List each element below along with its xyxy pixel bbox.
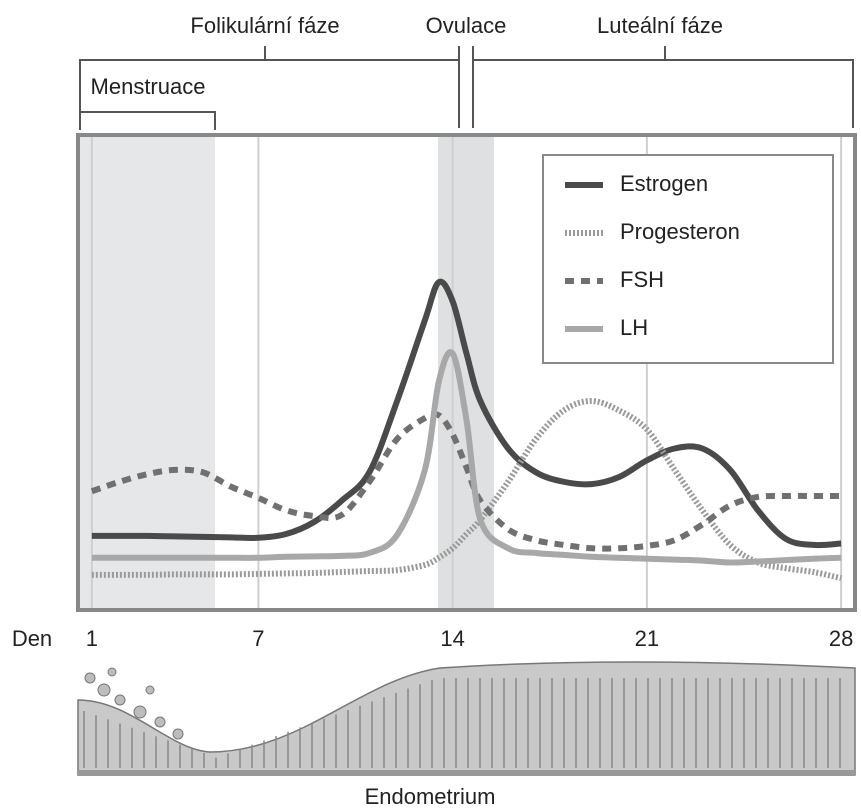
x-tick-label: 7: [252, 626, 264, 651]
phase-label: Luteální fáze: [597, 13, 723, 38]
series-line: [91, 398, 842, 582]
cell: [107, 667, 117, 677]
legend-label: Progesteron: [620, 219, 740, 244]
series-line: [91, 349, 842, 566]
series-line: [91, 278, 842, 549]
cell: [114, 694, 126, 706]
endometrium-base: [78, 770, 855, 775]
x-tick-label: 28: [829, 626, 853, 651]
x-tick-label: 1: [86, 626, 98, 651]
bracket: [458, 46, 474, 128]
shed-cells: [84, 667, 184, 740]
cell: [84, 672, 96, 684]
endometrium-label: Endometrium: [365, 784, 496, 809]
x-tick-label: 21: [635, 626, 659, 651]
ovulation-band: [438, 135, 494, 610]
plot-frame: [76, 133, 857, 612]
cell: [172, 728, 184, 740]
endometrium: [77, 661, 856, 776]
series-line: [90, 410, 842, 552]
cell: [133, 705, 147, 719]
phase-label: Ovulace: [426, 13, 507, 38]
cell: [145, 685, 155, 695]
cell: [154, 716, 166, 728]
legend-label: LH: [620, 315, 648, 340]
x-tick-label: 14: [440, 626, 464, 651]
phase-label: Menstruace: [91, 74, 206, 99]
x-axis-label: Den: [12, 626, 52, 651]
cell: [97, 683, 111, 697]
legend-label: FSH: [620, 267, 664, 292]
legend-label: Estrogen: [620, 171, 708, 196]
bracket: [79, 111, 216, 130]
phase-label: Folikulární fáze: [190, 13, 339, 38]
menstruation-band: [78, 135, 215, 610]
bracket: [472, 46, 854, 128]
